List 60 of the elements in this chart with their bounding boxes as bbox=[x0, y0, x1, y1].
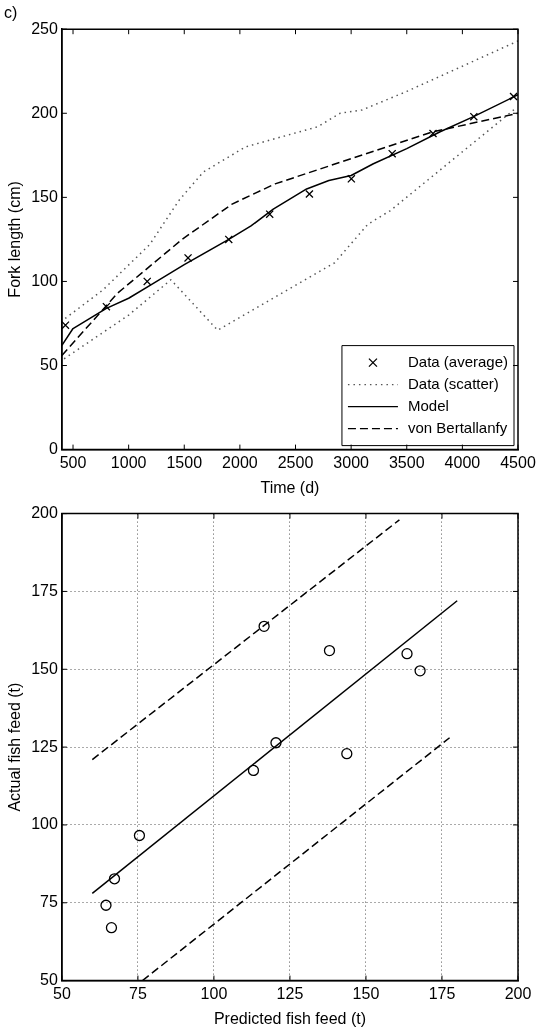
y-tick-label: 175 bbox=[31, 581, 58, 599]
point bbox=[323, 644, 336, 657]
point bbox=[305, 189, 314, 199]
x-tick-label: 1500 bbox=[166, 453, 203, 471]
point bbox=[401, 648, 413, 660]
point bbox=[133, 829, 146, 842]
x-tick-label: 4500 bbox=[500, 453, 536, 471]
point bbox=[143, 277, 152, 286]
y-tick-label: 100 bbox=[31, 815, 58, 833]
y-tick-label: 50 bbox=[40, 355, 58, 373]
y-tick-label: 100 bbox=[31, 271, 58, 289]
point bbox=[270, 737, 282, 749]
x-axis-title: Time (d) bbox=[260, 478, 320, 496]
x-tick-label: 100 bbox=[200, 984, 228, 1002]
y-axis-title: Fork length (cm) bbox=[6, 181, 24, 298]
y-tick-label: 200 bbox=[31, 103, 58, 121]
y-axis-title: Actual fish feed (t) bbox=[6, 682, 24, 812]
legend-label: von Bertallanfy bbox=[407, 418, 508, 436]
point bbox=[102, 302, 111, 311]
x-tick-label: 150 bbox=[352, 984, 380, 1002]
x-tick-label: 1000 bbox=[110, 453, 147, 471]
point bbox=[258, 620, 270, 632]
x-tick-label: 2500 bbox=[277, 453, 314, 471]
x-tick-label: 3500 bbox=[388, 453, 425, 471]
point bbox=[105, 922, 118, 934]
x-tick-label: 175 bbox=[428, 984, 456, 1002]
point bbox=[224, 235, 233, 244]
x-tick-label: 75 bbox=[129, 984, 147, 1002]
point bbox=[414, 665, 426, 677]
y-tick-label: 0 bbox=[48, 440, 58, 458]
point bbox=[100, 899, 112, 911]
x-tick-label: 50 bbox=[53, 984, 71, 1002]
x-tick-label: 3000 bbox=[333, 453, 370, 471]
point bbox=[428, 129, 438, 138]
point bbox=[469, 112, 479, 121]
point bbox=[183, 253, 193, 263]
x-tick-label: 200 bbox=[504, 984, 532, 1002]
legend-label: Data (average) bbox=[407, 352, 509, 370]
y-tick-label: 200 bbox=[31, 504, 58, 522]
x-tick-label: 4000 bbox=[444, 453, 481, 471]
x-tick-label: 2000 bbox=[222, 453, 258, 471]
point bbox=[341, 747, 353, 760]
legend-label: Data (scatter) bbox=[407, 374, 499, 392]
y-tick-label: 125 bbox=[31, 737, 58, 755]
x-tick-label: 125 bbox=[276, 984, 304, 1002]
y-tick-label: 250 bbox=[31, 19, 58, 37]
point bbox=[509, 92, 518, 101]
x-tick-label: 500 bbox=[59, 453, 87, 471]
legend-label: Model bbox=[407, 396, 449, 414]
x-axis-title: Predicted fish feed (t) bbox=[213, 1009, 366, 1027]
point bbox=[265, 209, 274, 219]
y-tick-label: 150 bbox=[31, 187, 58, 205]
y-tick-label: 150 bbox=[31, 659, 58, 677]
y-tick-label: 75 bbox=[40, 893, 58, 911]
point bbox=[247, 764, 260, 777]
point bbox=[108, 873, 121, 885]
point bbox=[388, 149, 397, 158]
point bbox=[347, 174, 356, 184]
chart-title: c) bbox=[4, 4, 18, 22]
point bbox=[61, 320, 70, 330]
